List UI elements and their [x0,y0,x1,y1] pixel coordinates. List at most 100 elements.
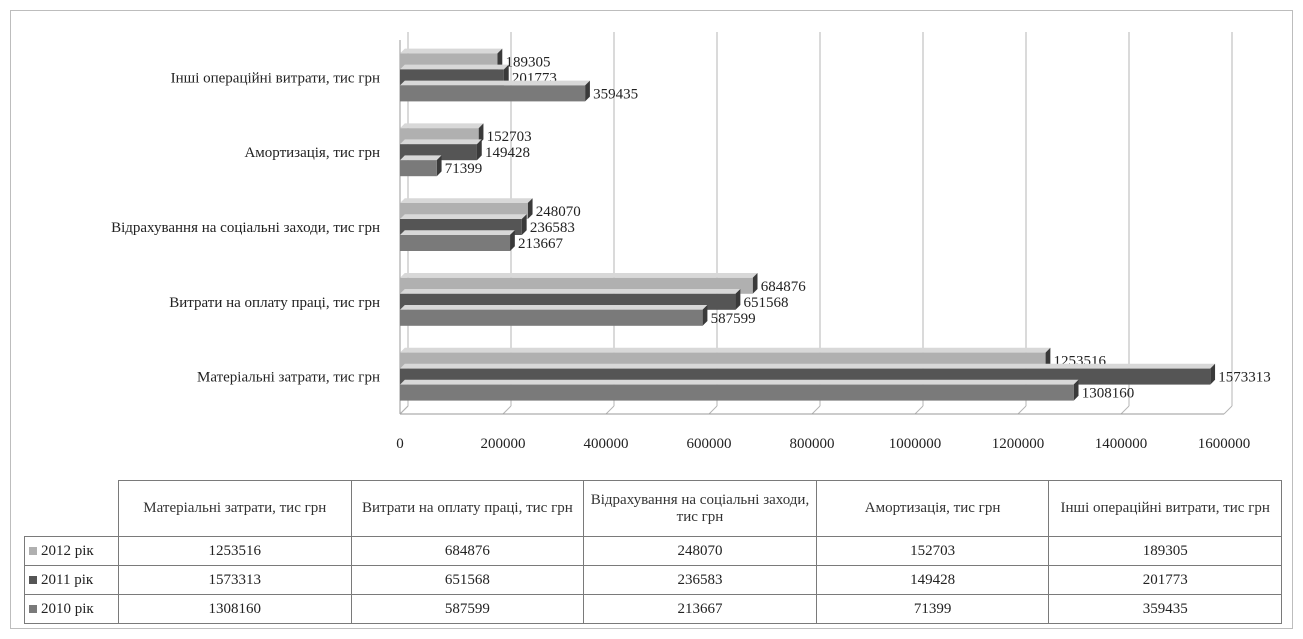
bar [400,309,703,326]
x-tick-label: 800000 [790,436,835,452]
table-row: 2012 рік 1253516 684876 248070 152703 18… [24,536,1282,566]
table-cell: 651568 [350,565,585,595]
table-cell: 236583 [583,565,817,595]
bar-top-face [400,289,741,294]
category-label: Матеріальні затрати, тис грн [197,370,380,386]
legend-entry: 2010 рік [24,594,119,624]
bar-top-face [400,80,590,86]
legend-label: 2012 рік [41,542,94,559]
table-header: Інші операційні витрати, тис грн [1048,480,1282,537]
gridline-foot [1120,405,1130,415]
gridline-foot [1017,405,1027,415]
bar-top-face [400,230,515,235]
legend-entry: 2012 рік [24,536,119,566]
table-header: Матеріальні затрати, тис грн [118,480,352,537]
table-corner [24,480,119,537]
bar-side-face [521,214,527,235]
x-tick-label: 1000000 [889,436,942,452]
gridline-foot [708,405,718,415]
data-label: 152703 [487,129,532,145]
bar-top-face [400,155,442,161]
data-label: 1308160 [1082,386,1135,402]
bar-top-face [400,123,484,129]
table-cell: 1253516 [118,536,352,566]
bar-side-face [735,289,741,310]
bar-side-face [702,305,708,326]
legend-label: 2011 рік [41,571,94,588]
legend-label: 2010 рік [41,600,94,617]
bar-side-face [585,80,590,102]
data-label: 189305 [505,54,550,70]
category-label: Інші операційні витрати, тис грн [171,70,380,86]
bar-side-face [1045,347,1051,369]
bar-top-face [400,198,533,203]
x-tick-label: 0 [396,436,404,452]
x-tick-label: 1200000 [992,436,1045,452]
category-label: Відрахування на соціальні заходи, тис гр… [111,220,380,236]
table-cell: 1573313 [118,565,352,595]
table-cell: 152703 [815,536,1050,566]
gridline-foot [914,405,924,415]
bar-chart: 0 200000 400000 600000 800000 1000000 1200000 1… [111,32,1271,452]
table-cell: 213667 [583,594,817,624]
bar-top-face [400,139,482,145]
data-label: 149428 [485,145,530,161]
table-cell: 149428 [815,565,1050,595]
table-row: 2010 рік 1308160 587599 213667 71399 359… [24,594,1282,624]
table-row: 2011 рік 1573313 651568 236583 149428 20… [24,565,1282,595]
gridline-foot [1223,405,1233,415]
data-label: 213667 [518,236,564,252]
category-label: Амортизація, тис грн [244,145,380,161]
data-label: 359435 [593,86,638,102]
bar-side-face [497,48,503,70]
data-label: 651568 [744,295,789,311]
bar-top-face [400,305,708,310]
bar-side-face [503,64,509,86]
bar [400,384,1074,401]
table-header: Амортизація, тис грн [815,480,1050,537]
bar-top-face [400,379,1079,385]
x-tick-label: 1400000 [1095,436,1148,452]
bar-side-face [436,155,442,177]
legend-swatch [29,576,37,585]
data-label: 248070 [536,204,581,220]
table-cell: 1308160 [118,594,352,624]
data-label: 71399 [445,161,483,177]
category-label: Витрати на оплату праці, тис грн [169,295,380,311]
bar-side-face [752,273,758,294]
table-header-row: Матеріальні затрати, тис грн Витрати на … [24,480,1282,537]
bar-side-face [1210,363,1216,385]
gridline-foot [811,405,821,415]
table-cell: 248070 [583,536,817,566]
table-cell: 201773 [1048,565,1282,595]
gridline-foot [605,405,615,415]
data-label: 587599 [711,311,756,327]
bar-side-face [478,123,484,145]
data-table: Матеріальні затрати, тис грн Витрати на … [24,480,1282,624]
x-tick-label: 1600000 [1198,436,1251,452]
bar-top-face [400,363,1216,369]
table-cell: 684876 [350,536,585,566]
table-cell: 587599 [350,594,585,624]
bar [400,160,437,177]
bar-top-face [400,214,527,219]
x-tick-label: 200000 [481,436,526,452]
bar-side-face [1073,379,1079,401]
table-cell: 359435 [1048,594,1282,624]
bar [400,235,511,251]
table-header: Витрати на оплату праці, тис грн [350,480,585,537]
bar [400,85,586,102]
bar-side-face [510,230,515,251]
bar-top-face [400,48,503,54]
gridline-foot [399,405,409,415]
bar-top-face [400,347,1051,353]
table-cell: 71399 [815,594,1050,624]
bar-top-face [400,273,758,278]
legend-entry: 2011 рік [24,565,119,595]
x-tick-label: 400000 [584,436,629,452]
table-header: Відрахування на соціальні заходи, тис гр… [583,480,817,537]
data-label: 1573313 [1218,370,1271,386]
legend-swatch [29,605,37,614]
legend-swatch [29,547,37,556]
bar-top-face [400,64,509,70]
